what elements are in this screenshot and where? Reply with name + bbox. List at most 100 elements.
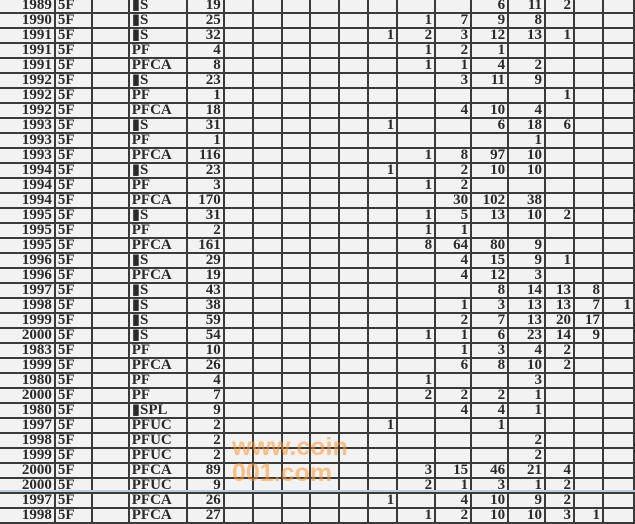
cell-empty[interactable]	[252, 178, 283, 194]
cell-empty[interactable]	[223, 208, 254, 224]
cell-value[interactable]: 30	[435, 193, 473, 209]
cell-empty[interactable]	[91, 88, 130, 104]
cell-value[interactable]: 2	[545, 0, 575, 14]
cell-empty[interactable]	[91, 43, 130, 59]
cell-value[interactable]: 1	[545, 88, 575, 104]
cell-empty[interactable]	[91, 388, 130, 404]
cell-empty[interactable]	[281, 388, 312, 404]
cell-code[interactable]: 5F	[54, 343, 93, 359]
cell-value[interactable]	[573, 148, 604, 164]
cell-empty[interactable]	[223, 133, 254, 149]
cell-value[interactable]: 6	[471, 0, 510, 14]
cell-value[interactable]: 3	[545, 508, 575, 524]
cell-value[interactable]	[602, 403, 635, 419]
cell-empty[interactable]	[223, 313, 254, 329]
cell-empty[interactable]	[339, 298, 370, 314]
cell-value[interactable]	[545, 43, 575, 59]
cell-value[interactable]	[368, 103, 399, 119]
cell-value[interactable]	[397, 418, 437, 434]
cell-value[interactable]	[602, 373, 635, 389]
cell-value[interactable]	[573, 268, 604, 284]
cell-empty[interactable]	[339, 418, 370, 434]
cell-value[interactable]	[397, 433, 437, 449]
cell-empty[interactable]	[281, 508, 312, 524]
cell-empty[interactable]	[252, 253, 283, 269]
cell-code[interactable]: 5F	[54, 463, 93, 479]
cell-empty[interactable]	[281, 358, 312, 374]
cell-empty[interactable]	[223, 298, 254, 314]
cell-value[interactable]	[602, 253, 635, 269]
cell-value[interactable]	[368, 508, 399, 524]
cell-empty[interactable]	[252, 373, 283, 389]
cell-empty[interactable]	[281, 463, 312, 479]
cell-total[interactable]: 26	[186, 358, 225, 374]
cell-value[interactable]	[397, 268, 437, 284]
cell-code[interactable]: 5F	[54, 118, 93, 134]
cell-empty[interactable]	[252, 193, 283, 209]
cell-value[interactable]: 4	[435, 268, 473, 284]
cell-value[interactable]	[368, 298, 399, 314]
cell-value[interactable]: 1	[397, 43, 437, 59]
cell-value[interactable]: 1	[397, 508, 437, 524]
cell-year[interactable]: 1996	[0, 253, 56, 269]
cell-value[interactable]	[602, 328, 635, 344]
cell-value[interactable]: 21	[508, 463, 546, 479]
cell-empty[interactable]	[91, 373, 130, 389]
cell-type[interactable]: ▮SPL	[128, 403, 188, 419]
cell-code[interactable]: 5F	[54, 328, 93, 344]
cell-value[interactable]	[368, 43, 399, 59]
cell-value[interactable]: 1	[397, 208, 437, 224]
cell-empty[interactable]	[252, 163, 283, 179]
cell-code[interactable]: 5F	[54, 163, 93, 179]
cell-value[interactable]	[471, 133, 510, 149]
cell-value[interactable]	[602, 508, 635, 524]
cell-empty[interactable]	[91, 508, 130, 524]
cell-empty[interactable]	[223, 328, 254, 344]
cell-value[interactable]	[545, 193, 575, 209]
cell-value[interactable]: 8	[397, 238, 437, 254]
cell-code[interactable]: 5F	[54, 103, 93, 119]
cell-empty[interactable]	[310, 508, 341, 524]
cell-total[interactable]: 31	[186, 118, 225, 134]
cell-value[interactable]	[471, 373, 510, 389]
cell-type[interactable]: PFCA	[128, 493, 188, 509]
cell-code[interactable]: 5F	[54, 493, 93, 509]
cell-empty[interactable]	[310, 268, 341, 284]
cell-year[interactable]: 1989	[0, 0, 56, 14]
cell-total[interactable]: 4	[186, 373, 225, 389]
cell-empty[interactable]	[252, 13, 283, 29]
cell-empty[interactable]	[223, 238, 254, 254]
cell-empty[interactable]	[281, 43, 312, 59]
cell-value[interactable]: 14	[545, 328, 575, 344]
cell-code[interactable]: 5F	[54, 223, 93, 239]
cell-total[interactable]: 19	[186, 0, 225, 14]
cell-value[interactable]: 10	[508, 163, 546, 179]
cell-value[interactable]	[435, 433, 473, 449]
cell-empty[interactable]	[223, 343, 254, 359]
cell-value[interactable]	[368, 13, 399, 29]
cell-year[interactable]: 1991	[0, 43, 56, 59]
cell-value[interactable]: 13	[508, 313, 546, 329]
cell-empty[interactable]	[310, 193, 341, 209]
cell-value[interactable]: 1	[435, 298, 473, 314]
cell-empty[interactable]	[339, 463, 370, 479]
cell-value[interactable]: 7	[471, 313, 510, 329]
cell-value[interactable]	[602, 178, 635, 194]
cell-value[interactable]	[368, 283, 399, 299]
cell-value[interactable]	[573, 43, 604, 59]
cell-value[interactable]: 4	[435, 253, 473, 269]
cell-total[interactable]: 161	[186, 238, 225, 254]
cell-code[interactable]: 5F	[54, 283, 93, 299]
cell-code[interactable]: 5F	[54, 13, 93, 29]
cell-value[interactable]	[602, 193, 635, 209]
cell-value[interactable]: 6	[545, 118, 575, 134]
cell-empty[interactable]	[339, 148, 370, 164]
cell-empty[interactable]	[91, 193, 130, 209]
cell-value[interactable]: 10	[471, 103, 510, 119]
cell-value[interactable]: 9	[508, 493, 546, 509]
cell-empty[interactable]	[252, 43, 283, 59]
cell-type[interactable]: ▮S	[128, 0, 188, 14]
cell-code[interactable]: 5F	[54, 193, 93, 209]
cell-value[interactable]: 3	[435, 28, 473, 44]
cell-year[interactable]: 1992	[0, 88, 56, 104]
